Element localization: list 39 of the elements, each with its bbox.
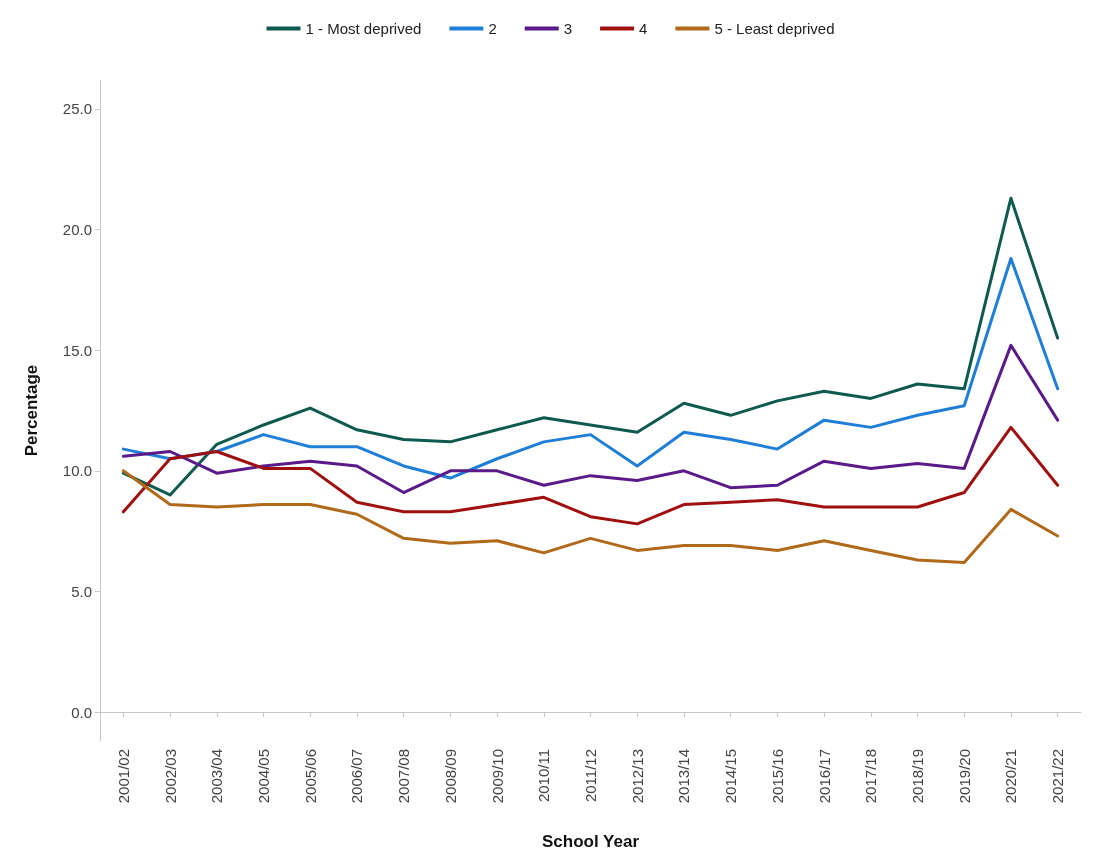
x-tick-label: 2011/12 <box>582 749 599 803</box>
x-tick-label: 2020/21 <box>1002 749 1020 804</box>
x-tick-label: 2017/18 <box>862 749 880 804</box>
x-tick-label: 2018/19 <box>909 749 926 804</box>
x-tick-label: 2010/11 <box>535 749 553 803</box>
x-tick-label: 2013/14 <box>675 749 693 804</box>
x-tick-label: 2002/03 <box>161 749 179 804</box>
legend-label: 3 <box>563 20 573 37</box>
line-series <box>121 196 1060 497</box>
y-tick-label: 5.0 <box>71 582 92 600</box>
y-tick-label: 20.0 <box>62 221 92 239</box>
line-series <box>121 343 1060 495</box>
x-tick-label: 2003/04 <box>208 749 226 804</box>
x-tick-label: 2019/20 <box>955 749 973 804</box>
x-tick-label: 2004/05 <box>255 749 272 804</box>
x-tick-label: 2001/02 <box>114 749 132 804</box>
line-series <box>121 257 1060 480</box>
y-tick-label: 10.0 <box>62 462 92 480</box>
legend-label: 2 <box>488 20 497 37</box>
y-tick-label: 25.0 <box>62 100 92 118</box>
x-axis-title: School Year <box>541 832 640 851</box>
x-tick-label: 2008/09 <box>441 749 459 804</box>
x-tick-label: 2005/06 <box>301 749 319 804</box>
y-tick-label: 0.0 <box>71 703 92 721</box>
x-tick-label: 2006/07 <box>348 749 366 804</box>
x-tick-label: 2009/10 <box>488 749 506 804</box>
x-tick-label: 2015/16 <box>768 749 786 804</box>
x-tick-label: 2012/13 <box>628 749 646 804</box>
y-tick-label: 15.0 <box>62 341 92 359</box>
legend-label: 1 - Most deprived <box>305 20 422 37</box>
y-axis-title: Percentage <box>22 364 41 457</box>
legend-label: 4 <box>639 20 648 37</box>
x-tick-label: 2007/08 <box>395 749 413 804</box>
x-tick-label: 2014/15 <box>722 749 740 804</box>
x-tick-label: 2021/22 <box>1049 749 1067 804</box>
line-series <box>121 425 1060 526</box>
line-series <box>121 469 1060 564</box>
x-tick-label: 2016/17 <box>815 749 833 804</box>
legend-label: 5 - Least deprived <box>714 20 835 37</box>
